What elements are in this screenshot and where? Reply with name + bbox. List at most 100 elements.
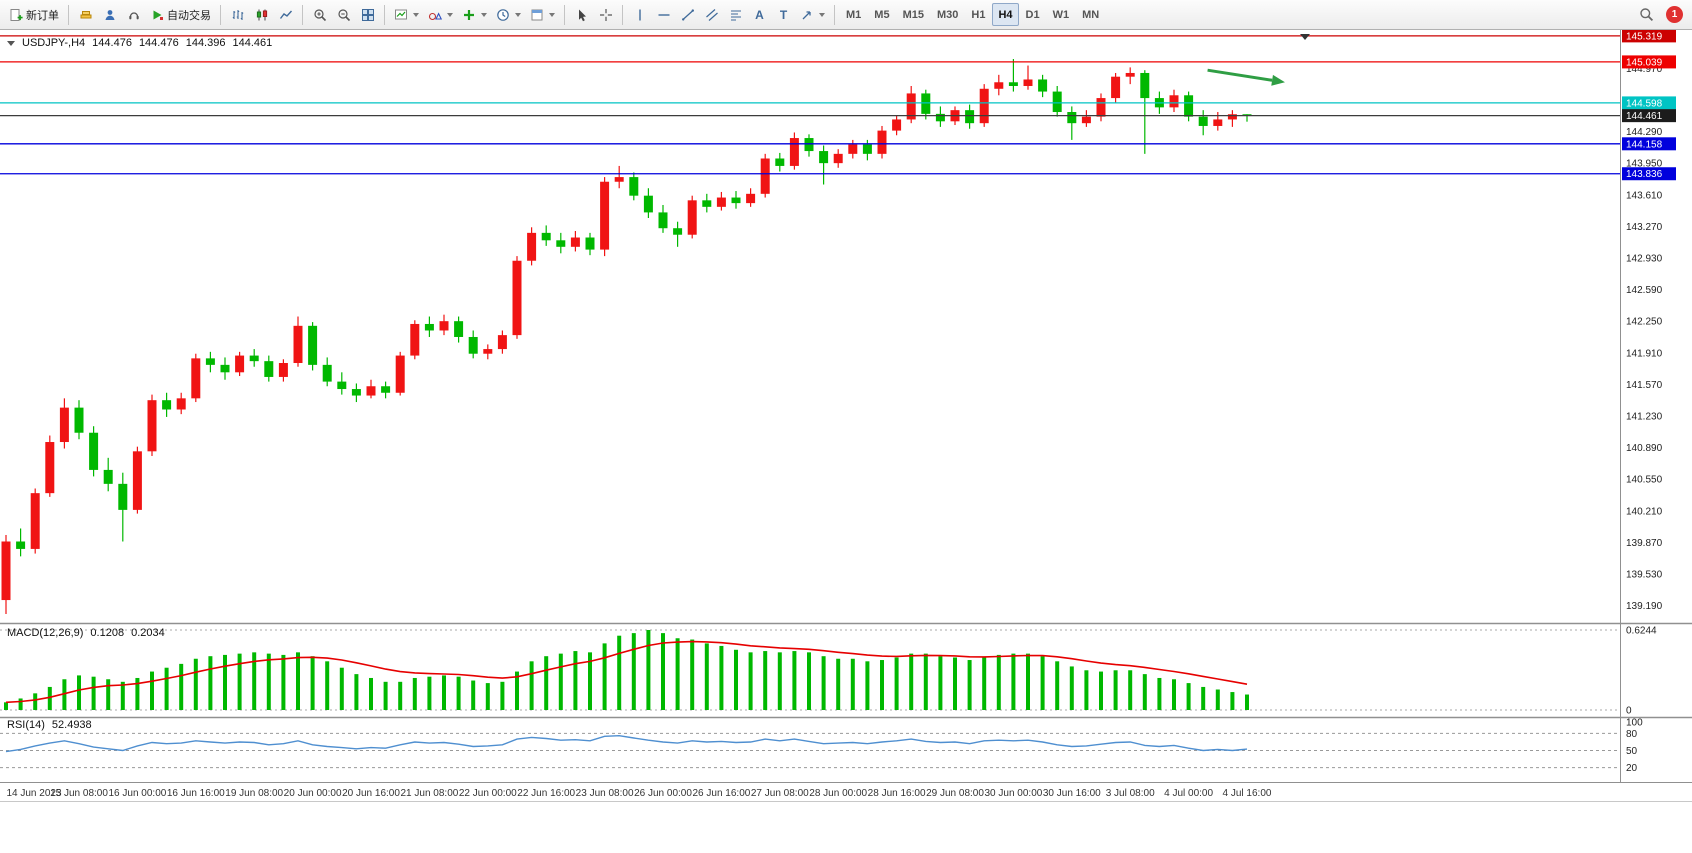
- rsi-line: [5, 734, 1248, 753]
- svg-text:22 Jun 16:00: 22 Jun 16:00: [517, 788, 575, 799]
- crosshair-button[interactable]: [594, 3, 617, 26]
- trendline-icon: [681, 8, 694, 21]
- svg-text:143.270: 143.270: [1626, 222, 1663, 233]
- price-badge-144.461[interactable]: 144.461: [1622, 109, 1676, 123]
- chart-canvas[interactable]: 144.970 144.290 143.950 143.610 143.270 142.9…: [0, 29, 1692, 853]
- channel-tool-button[interactable]: [700, 3, 723, 26]
- timeframe-button-m30[interactable]: M30: [931, 3, 964, 26]
- svg-text:140.550: 140.550: [1626, 475, 1663, 486]
- new-order-button[interactable]: 新订单: [5, 3, 63, 26]
- search-button[interactable]: [1635, 3, 1658, 26]
- candlestick-chart-type-button[interactable]: [250, 3, 273, 26]
- text-tool-button[interactable]: A: [748, 3, 771, 26]
- plus-icon: [464, 9, 474, 20]
- zoom-in-icon: [313, 8, 326, 21]
- periods-button[interactable]: [492, 3, 525, 26]
- timeframe-button-m15[interactable]: M15: [897, 3, 930, 26]
- tile-windows-button[interactable]: [356, 3, 379, 26]
- data-window-icon: [105, 9, 114, 20]
- new-order-label: 新订单: [26, 9, 59, 22]
- svg-text:29 Jun 08:00: 29 Jun 08:00: [926, 788, 984, 799]
- svg-text:30 Jun 00:00: 30 Jun 00:00: [984, 788, 1042, 799]
- fibonacci-tool-button[interactable]: [724, 3, 747, 26]
- toolbar-separator: [220, 4, 221, 25]
- candles-layer: [1, 59, 1252, 614]
- zoom-in-button[interactable]: [308, 3, 331, 26]
- svg-text:19 Jun 08:00: 19 Jun 08:00: [225, 788, 283, 799]
- crosshair-icon: [599, 8, 612, 21]
- timeframe-button-mn[interactable]: MN: [1076, 3, 1105, 26]
- svg-text:15 Jun 08:00: 15 Jun 08:00: [50, 788, 108, 799]
- notification-badge[interactable]: 1: [1666, 6, 1683, 23]
- panel-borders: [0, 30, 1692, 802]
- label-tool-button[interactable]: T: [772, 3, 795, 26]
- algo-trading-button[interactable]: 自动交易: [146, 3, 215, 26]
- svg-text:139.190: 139.190: [1626, 601, 1663, 612]
- indicators-button[interactable]: [390, 3, 423, 26]
- price-badge-144.158[interactable]: 144.158: [1622, 137, 1676, 151]
- arrows-tool-button[interactable]: [796, 3, 829, 26]
- timeframe-button-w1[interactable]: W1: [1047, 3, 1076, 26]
- timeframe-button-d1[interactable]: D1: [1020, 3, 1046, 26]
- svg-text:144.158: 144.158: [1626, 139, 1663, 150]
- svg-text:141.570: 141.570: [1626, 380, 1663, 391]
- price-badge-144.598[interactable]: 144.598: [1622, 96, 1676, 110]
- horizontal-line-icon: [658, 13, 669, 16]
- vertical-line-icon: [638, 9, 641, 20]
- trendline-tool-button[interactable]: [676, 3, 699, 26]
- price-badge-145.319[interactable]: 145.319: [1622, 29, 1676, 43]
- svg-text:14 Jun 2023: 14 Jun 2023: [6, 788, 61, 799]
- svg-text:28 Jun 16:00: 28 Jun 16:00: [868, 788, 926, 799]
- add-indicator-button[interactable]: [458, 3, 491, 26]
- svg-text:144.461: 144.461: [1626, 111, 1663, 122]
- timeframe-button-m5[interactable]: M5: [868, 3, 895, 26]
- timeframe-button-h4[interactable]: H4: [992, 3, 1019, 26]
- chart-background: [0, 30, 1692, 853]
- hline-objects: [0, 35, 1620, 175]
- svg-text:144.970: 144.970: [1626, 64, 1663, 75]
- vertical-line-tool-button[interactable]: [628, 3, 651, 26]
- macd-signal-line: [5, 640, 1248, 704]
- svg-text:100: 100: [1626, 718, 1643, 729]
- svg-text:20 Jun 16:00: 20 Jun 16:00: [342, 788, 400, 799]
- line-chart-type-button[interactable]: [274, 3, 297, 26]
- trend-arrow-object[interactable]: [1207, 68, 1285, 86]
- timeframe-button-m1[interactable]: M1: [840, 3, 867, 26]
- toolbar-separator: [564, 4, 565, 25]
- svg-text:22 Jun 00:00: 22 Jun 00:00: [459, 788, 517, 799]
- horizontal-line-tool-button[interactable]: [652, 3, 675, 26]
- market-watch-icon: [80, 10, 91, 18]
- price-badge-143.836[interactable]: 143.836: [1622, 167, 1676, 181]
- svg-text:26 Jun 16:00: 26 Jun 16:00: [692, 788, 750, 799]
- templates-button[interactable]: [526, 3, 559, 26]
- timeframe-button-h1[interactable]: H1: [965, 3, 991, 26]
- dropdown-caret-icon: [549, 12, 555, 17]
- svg-text:20: 20: [1626, 763, 1638, 774]
- svg-text:28 Jun 00:00: 28 Jun 00:00: [809, 788, 867, 799]
- price-badge-145.039[interactable]: 145.039: [1622, 55, 1676, 69]
- zoom-out-button[interactable]: [332, 3, 355, 26]
- objects-button[interactable]: [424, 3, 457, 26]
- chart-shift-marker[interactable]: [1300, 34, 1310, 40]
- market-watch-button[interactable]: [74, 3, 97, 26]
- svg-text:145.319: 145.319: [1626, 31, 1663, 42]
- bar-chart-type-button[interactable]: [226, 3, 249, 26]
- data-window-button[interactable]: [98, 3, 121, 26]
- price-scale[interactable]: 144.970 144.290 143.950 143.610 143.270 142.9…: [1622, 29, 1676, 774]
- toolbar-separator: [302, 4, 303, 25]
- algo-trading-icon: [153, 10, 163, 20]
- label-tool-glyph: T: [779, 7, 788, 22]
- line-chart-icon: [279, 10, 292, 19]
- cursor-button[interactable]: [570, 3, 593, 26]
- svg-text:20 Jun 00:00: 20 Jun 00:00: [284, 788, 342, 799]
- svg-text:4 Jul 16:00: 4 Jul 16:00: [1223, 788, 1272, 799]
- svg-text:142.930: 142.930: [1626, 253, 1663, 264]
- svg-text:50: 50: [1626, 746, 1638, 757]
- template-icon: [531, 9, 543, 20]
- candlestick-icon: [256, 9, 267, 20]
- svg-text:140.890: 140.890: [1626, 443, 1663, 454]
- timeframe-bar: M1 M5 M15 M30 H1 H4 D1 W1 MN: [840, 3, 1105, 26]
- support-button[interactable]: [122, 3, 145, 26]
- svg-text:144.290: 144.290: [1626, 127, 1663, 138]
